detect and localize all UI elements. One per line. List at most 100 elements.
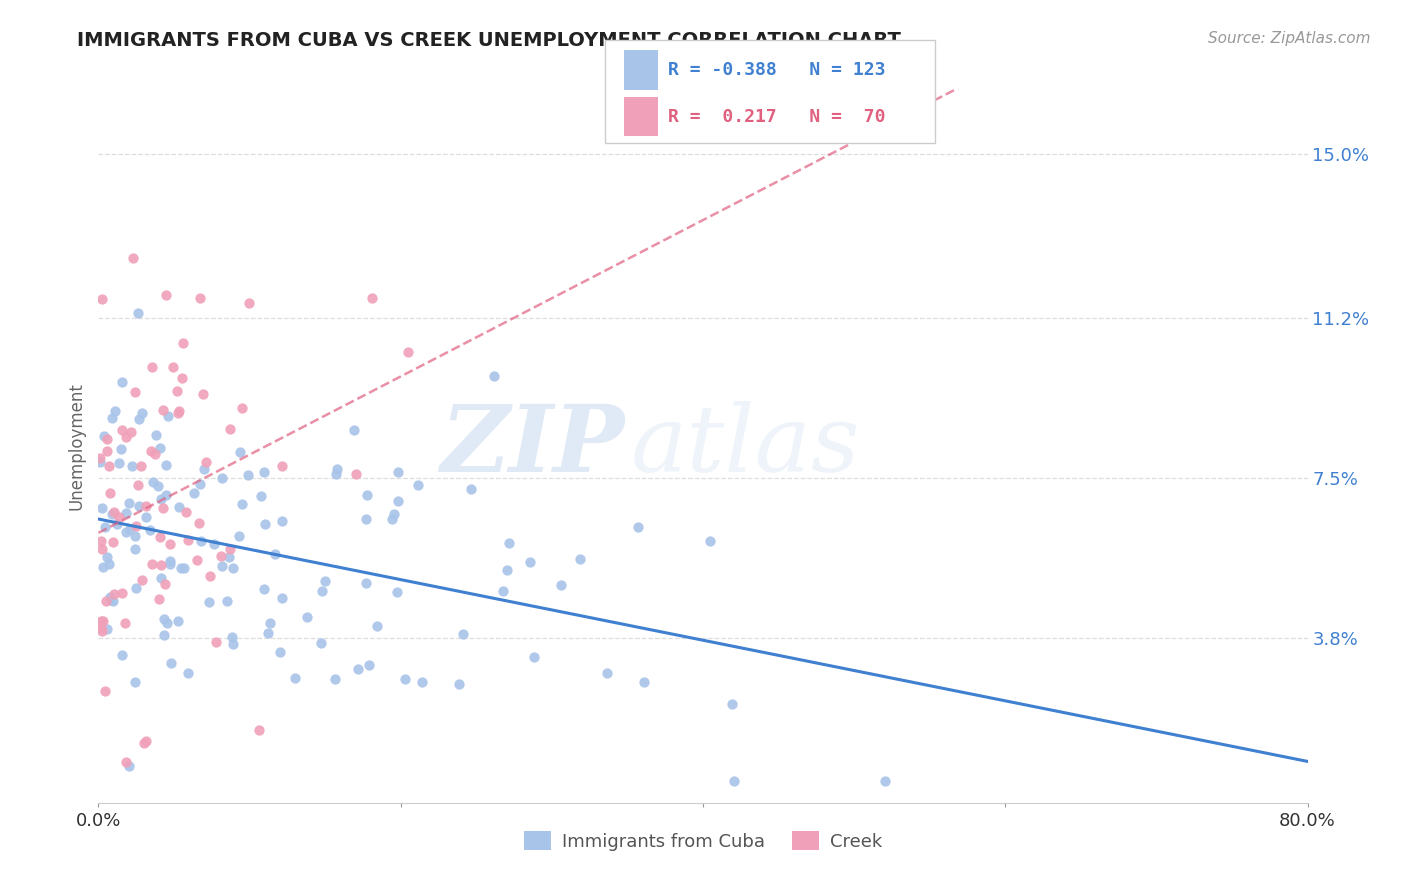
Point [211, 471, 233, 485]
Point [91, 624, 114, 638]
Point [94, 520, 117, 534]
Point [169, 404, 191, 418]
Point [93, 429, 115, 443]
Point [94, 684, 117, 698]
Point [284, 671, 307, 685]
Point [155, 458, 177, 472]
Text: ZIP: ZIP [440, 401, 624, 491]
Point [155, 488, 177, 502]
Point [387, 465, 409, 479]
Point [387, 584, 409, 599]
Point [699, 534, 721, 549]
Point [247, 723, 270, 737]
Point [498, 535, 520, 549]
Point [238, 296, 260, 310]
Y-axis label: Unemployment: Unemployment [67, 382, 86, 510]
Point [323, 672, 346, 686]
Point [596, 665, 619, 680]
Point [101, 411, 124, 425]
Point [188, 516, 211, 530]
Point [209, 549, 232, 563]
Point [356, 488, 378, 502]
Point [205, 635, 228, 649]
Point [159, 557, 181, 571]
Point [101, 508, 124, 522]
Point [153, 576, 176, 591]
Point [131, 406, 153, 420]
Point [98, 590, 121, 604]
Point [155, 288, 177, 302]
Point [217, 593, 239, 607]
Point [271, 458, 294, 473]
Point [121, 251, 143, 265]
Point [408, 477, 430, 491]
Point [627, 520, 650, 534]
Point [127, 306, 149, 320]
Point [309, 635, 332, 649]
Point [159, 536, 181, 550]
Point [153, 611, 176, 625]
Point [89, 455, 111, 469]
Point [128, 412, 150, 426]
Point [496, 563, 519, 577]
Point [314, 574, 336, 588]
Point [124, 541, 146, 556]
Point [271, 514, 294, 528]
Point [219, 422, 242, 436]
Point [135, 734, 157, 748]
Point [253, 582, 276, 597]
Point [190, 533, 212, 548]
Point [141, 557, 163, 571]
Point [120, 425, 142, 440]
Point [152, 403, 174, 417]
Point [114, 525, 136, 540]
Point [96, 549, 118, 564]
Point [96, 432, 118, 446]
Point [449, 677, 471, 691]
Point [139, 523, 162, 537]
Point [135, 499, 157, 513]
Point [128, 499, 150, 513]
Point [172, 371, 194, 385]
Point [114, 615, 136, 630]
Point [172, 335, 194, 350]
Point [150, 491, 173, 506]
Point [347, 663, 370, 677]
Point [98, 557, 121, 571]
Point [271, 591, 294, 605]
Text: R = -0.388   N = 123: R = -0.388 N = 123 [668, 61, 886, 78]
Point [148, 479, 170, 493]
Point [231, 401, 253, 416]
Point [115, 506, 138, 520]
Point [326, 461, 349, 475]
Point [107, 509, 129, 524]
Point [110, 648, 132, 662]
Point [114, 430, 136, 444]
Point [211, 559, 233, 574]
Point [125, 581, 148, 595]
Point [141, 359, 163, 374]
Point [484, 369, 506, 384]
Point [162, 360, 184, 375]
Point [231, 498, 253, 512]
Point [108, 456, 131, 470]
Point [188, 477, 211, 491]
Point [633, 675, 655, 690]
Point [111, 375, 134, 389]
Point [259, 615, 281, 630]
Point [229, 444, 252, 458]
Point [156, 616, 179, 631]
Point [145, 428, 167, 442]
Point [723, 774, 745, 789]
Point [90, 621, 112, 635]
Point [387, 493, 409, 508]
Point [357, 658, 380, 673]
Point [343, 423, 366, 437]
Point [124, 529, 146, 543]
Point [96, 622, 118, 636]
Point [222, 637, 245, 651]
Point [90, 542, 112, 557]
Point [131, 573, 153, 587]
Point [221, 630, 243, 644]
Point [100, 592, 122, 607]
